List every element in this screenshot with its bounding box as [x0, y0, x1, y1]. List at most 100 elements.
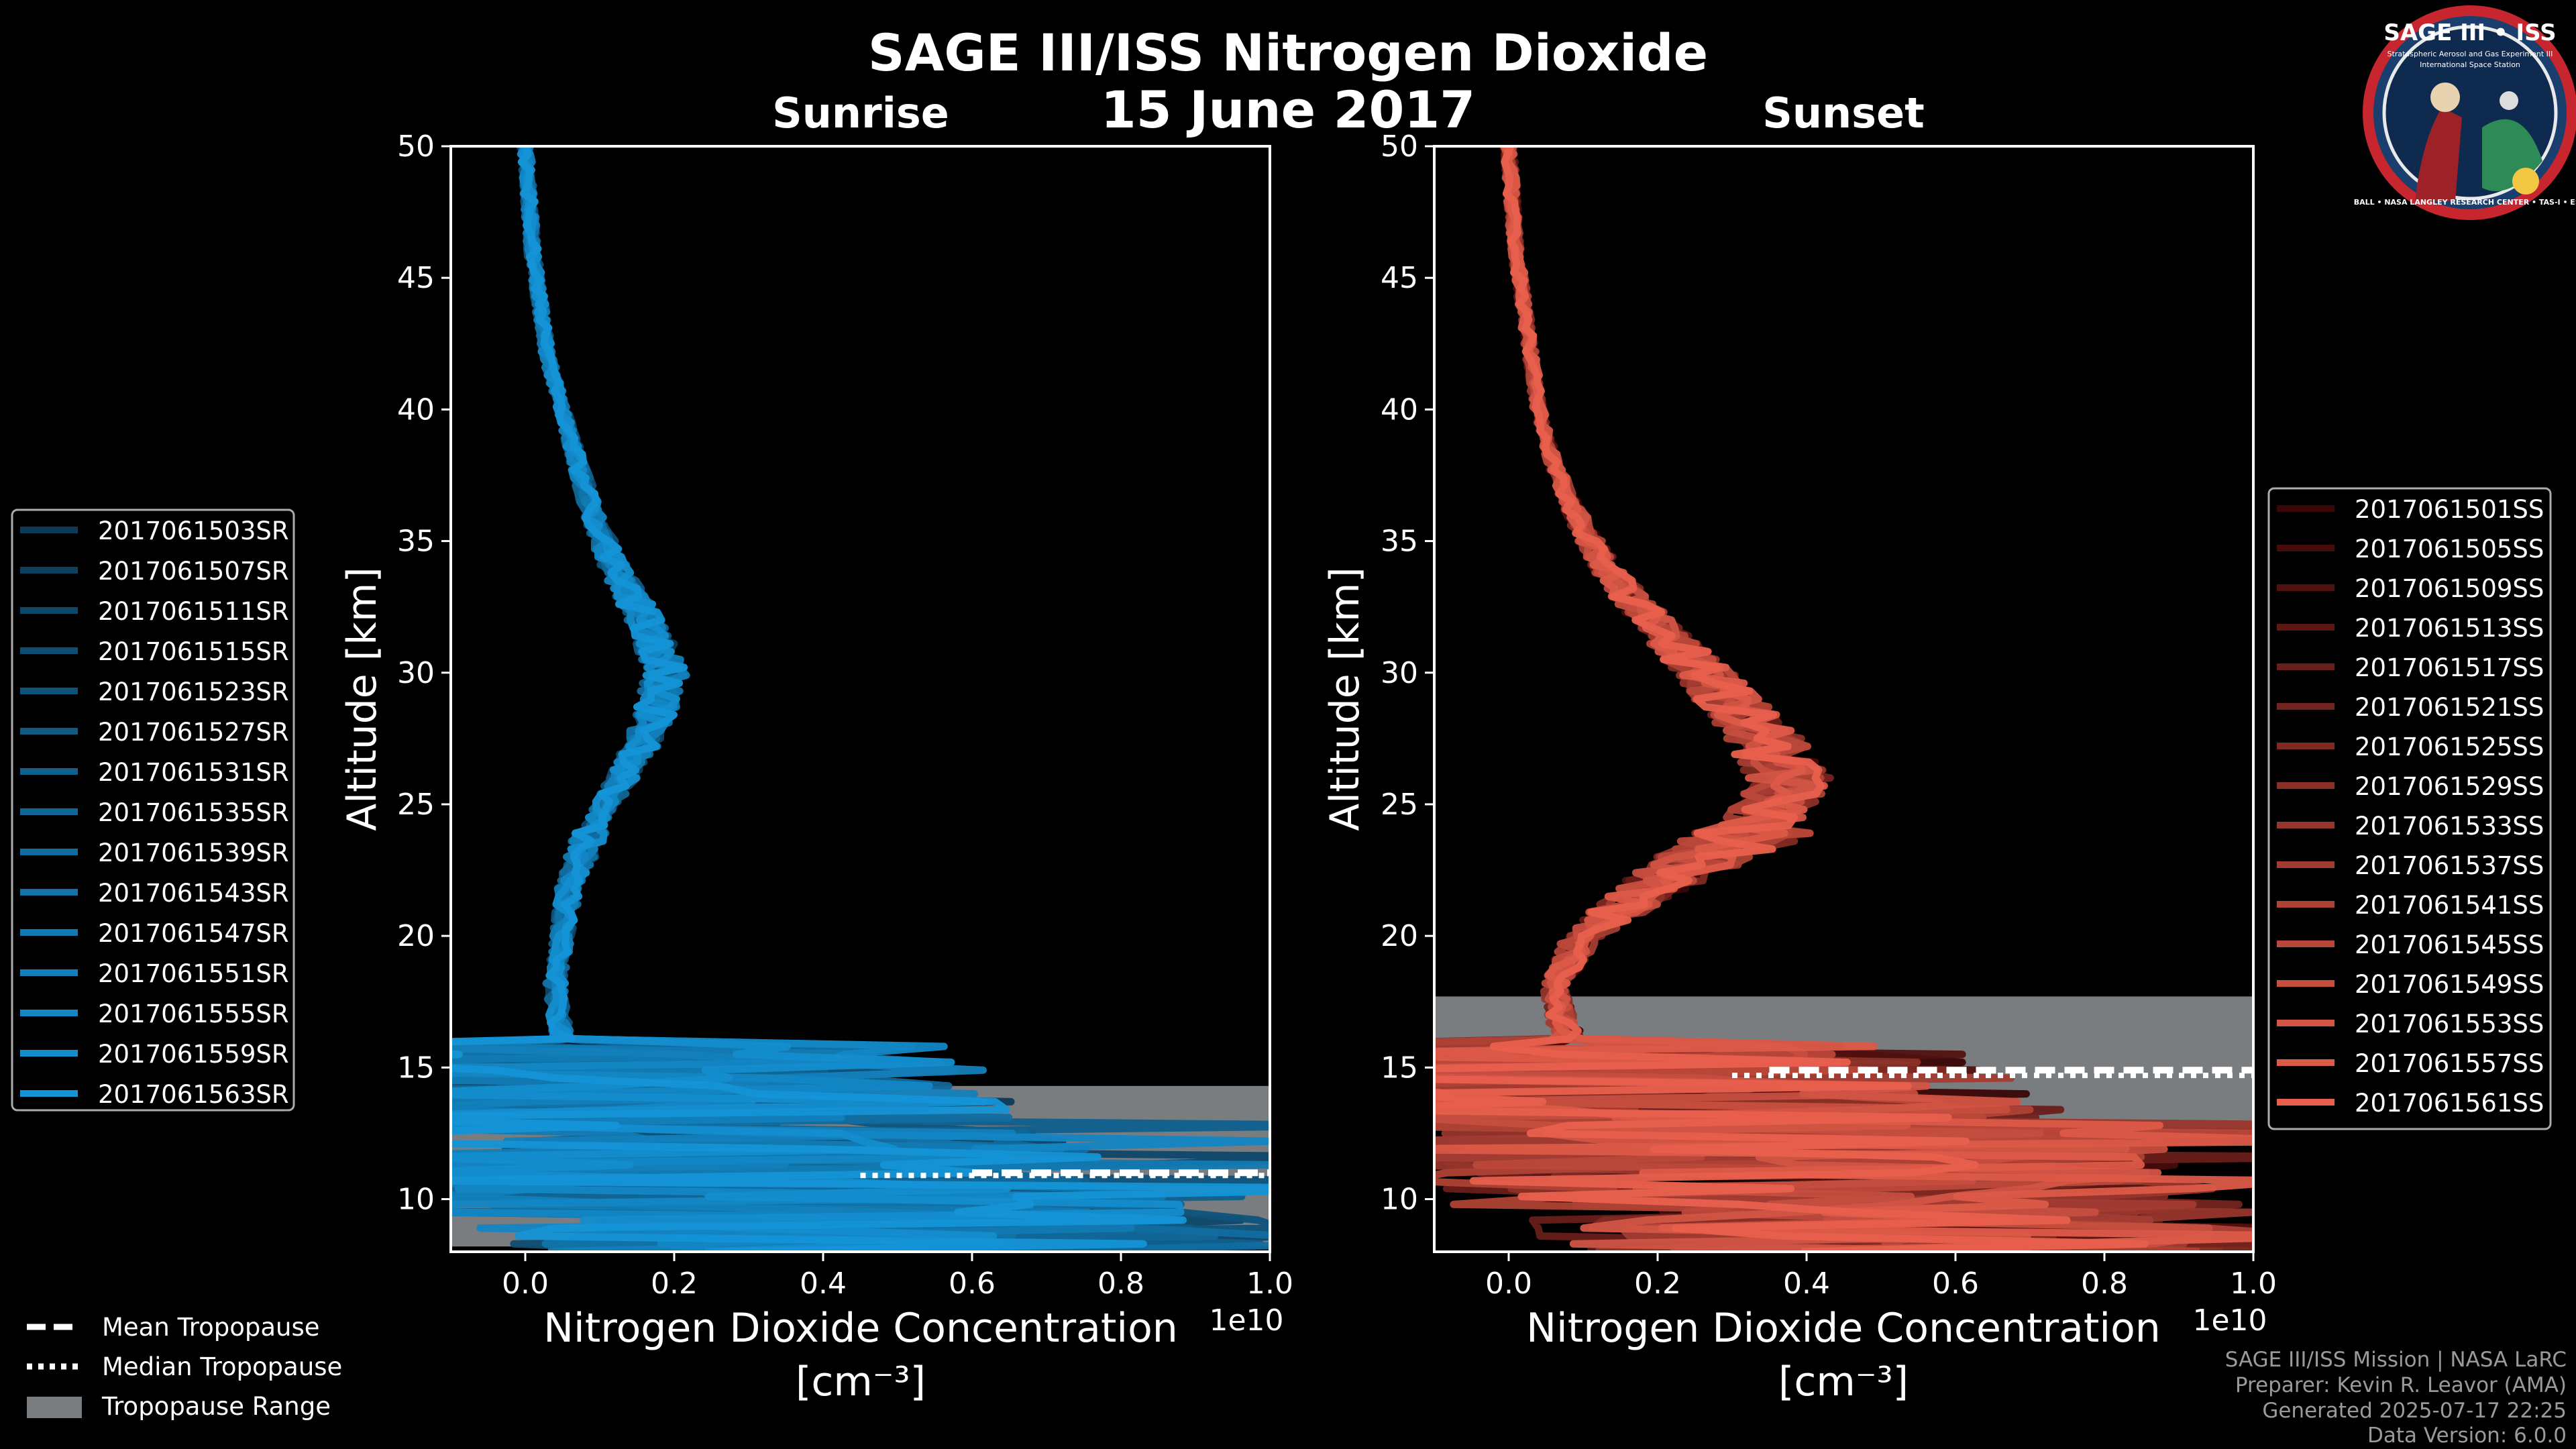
sunrise-x-scale: 1e10 — [1209, 1303, 1283, 1338]
badge-moon — [2500, 91, 2518, 110]
sunset-legend: 2017061501SS 2017061505SS 2017061509SS 2017… — [2267, 487, 2552, 1130]
legend-label: 2017061553SS — [2355, 1010, 2544, 1038]
sunrise-profile-line — [451, 146, 1270, 1252]
y-tick-label: 25 — [397, 788, 435, 822]
y-tick-label: 10 — [1381, 1183, 1418, 1217]
sunrise-y-label: Altitude [km] — [339, 567, 386, 831]
footer-generated: Generated 2025-07-17 22:25 — [2262, 1399, 2567, 1423]
legend-label: 2017061559SR — [98, 1040, 289, 1069]
legend-label: 2017061503SR — [98, 517, 289, 545]
figure-title: SAGE III/ISS Nitrogen Dioxide — [868, 23, 1708, 83]
y-tick-label: 45 — [1381, 261, 1418, 295]
legend-label: 2017061555SR — [98, 1000, 289, 1028]
legend-label: 2017061563SR — [98, 1080, 289, 1109]
x-tick-label: 0.6 — [1932, 1267, 1979, 1301]
x-tick-label: 0.2 — [1634, 1267, 1681, 1301]
tropopause-range-swatch — [27, 1397, 82, 1418]
tropopause-legend: Mean Tropopause Median Tropopause Tropop… — [27, 1313, 342, 1421]
mean-tropopause-label: Mean Tropopause — [102, 1313, 320, 1342]
legend-label: 2017061515SR — [98, 637, 289, 666]
legend-label: 2017061511SR — [98, 597, 289, 626]
x-tick-label: 0.6 — [949, 1267, 996, 1301]
badge-line-1: Stratospheric Aerosol and Gas Experiment… — [2387, 50, 2553, 58]
median-tropopause-label: Median Tropopause — [102, 1352, 342, 1381]
sunrise-profile-lines — [451, 146, 1270, 1252]
sunset-x-label: Nitrogen Dioxide Concentration — [1526, 1305, 2161, 1352]
legend-label: 2017061509SS — [2355, 574, 2544, 603]
x-tick-label: 0.0 — [502, 1267, 549, 1301]
legend-label: 2017061547SR — [98, 919, 289, 948]
badge-title: SAGE III • ISS — [2383, 19, 2556, 46]
x-tick-label: 0.4 — [1783, 1267, 1830, 1301]
legend-label: 2017061529SS — [2355, 772, 2544, 801]
legend-label: 2017061533SS — [2355, 812, 2544, 841]
legend-label: 2017061513SS — [2355, 614, 2544, 643]
sunrise-x-ticks: 0.0 0.2 0.4 0.6 0.8 1.0 — [502, 1252, 1293, 1301]
sunset-x-unit: [cm⁻³] — [1778, 1358, 1909, 1405]
sunrise-legend-box — [11, 508, 295, 1112]
y-tick-label: 35 — [1381, 525, 1418, 559]
y-tick-label: 45 — [397, 261, 435, 295]
x-tick-label: 1.0 — [2230, 1267, 2277, 1301]
y-tick-label: 30 — [1381, 656, 1418, 690]
y-tick-label: 20 — [1381, 919, 1418, 953]
legend-label: 2017061501SS — [2355, 495, 2544, 524]
sunrise-legend-items: 2017061503SR 2017061507SR 2017061511SR 2017… — [20, 517, 289, 1109]
sunrise-legend: 2017061503SR 2017061507SR 2017061511SR 2017… — [11, 508, 295, 1112]
sunset-legend-box — [2267, 487, 2552, 1130]
y-tick-label: 15 — [397, 1051, 435, 1085]
x-tick-label: 0.0 — [1485, 1267, 1532, 1301]
badge-figure-head — [2430, 83, 2460, 112]
legend-label: 2017061527SR — [98, 718, 289, 747]
legend-label: 2017061523SR — [98, 678, 289, 706]
sunset-y-label: Altitude [km] — [1322, 567, 1368, 831]
y-tick-label: 40 — [1381, 392, 1418, 427]
y-tick-label: 50 — [1381, 129, 1418, 164]
figure-date: 15 June 2017 — [1101, 80, 1475, 140]
y-tick-label: 20 — [397, 919, 435, 953]
legend-label: 2017061507SR — [98, 557, 289, 586]
x-tick-label: 0.4 — [800, 1267, 847, 1301]
legend-label: 2017061557SS — [2355, 1049, 2544, 1078]
footer-mission: SAGE III/ISS Mission | NASA LaRC — [2225, 1348, 2567, 1372]
legend-label: 2017061525SS — [2355, 733, 2544, 761]
legend-label: 2017061549SS — [2355, 970, 2544, 999]
y-tick-label: 15 — [1381, 1051, 1418, 1085]
sunset-profile-line — [1434, 146, 2149, 1252]
legend-label: 2017061531SR — [98, 758, 289, 787]
sunset-subtitle: Sunset — [1762, 89, 1925, 138]
x-tick-label: 0.8 — [1097, 1267, 1144, 1301]
sunrise-subtitle: Sunrise — [772, 89, 949, 138]
legend-label: 2017061551SR — [98, 959, 289, 988]
badge-figure-robe — [2415, 107, 2462, 201]
legend-label: 2017061505SS — [2355, 535, 2544, 564]
footer-version: Data Version: 6.0.0 — [2367, 1424, 2567, 1448]
sunset-panel: 0.0 0.2 0.4 0.6 0.8 1.0 10 15 20 25 30 35 40 45 50 1e… — [1322, 129, 2277, 1405]
mission-badge: SAGE III • ISS Stratospheric Aerosol and… — [2354, 5, 2576, 220]
sunset-x-scale: 1e10 — [2192, 1303, 2267, 1338]
sunset-legend-items: 2017061501SS 2017061505SS 2017061509SS 2017… — [2277, 495, 2544, 1118]
y-tick-label: 50 — [397, 129, 435, 164]
legend-label: 2017061535SR — [98, 798, 289, 827]
legend-label: 2017061561SS — [2355, 1089, 2544, 1118]
sunset-y-ticks: 10 15 20 25 30 35 40 45 50 — [1381, 129, 1434, 1217]
legend-label: 2017061539SR — [98, 839, 289, 867]
sunrise-axes-frame — [449, 145, 1271, 1253]
legend-label: 2017061517SS — [2355, 653, 2544, 682]
badge-line-2: International Space Station — [2420, 60, 2520, 69]
sunset-profile-lines — [1434, 146, 2253, 1252]
y-tick-label: 10 — [397, 1183, 435, 1217]
legend-label: 2017061545SS — [2355, 930, 2544, 959]
x-tick-label: 0.8 — [2081, 1267, 2128, 1301]
legend-label: 2017061543SR — [98, 879, 289, 908]
badge-sun — [2512, 168, 2539, 195]
footer-preparer: Preparer: Kevin R. Leavor (AMA) — [2235, 1373, 2567, 1397]
legend-label: 2017061521SS — [2355, 693, 2544, 722]
sunrise-x-unit: [cm⁻³] — [796, 1358, 926, 1405]
sunrise-x-label: Nitrogen Dioxide Concentration — [543, 1305, 1178, 1352]
y-tick-label: 25 — [1381, 788, 1418, 822]
sunrise-panel: 0.0 0.2 0.4 0.6 0.8 1.0 10 15 20 25 30 35 40 45 50 1e… — [339, 129, 1293, 1405]
sunrise-y-ticks: 10 15 20 25 30 35 40 45 50 — [397, 129, 451, 1217]
legend-label: 2017061537SS — [2355, 851, 2544, 880]
